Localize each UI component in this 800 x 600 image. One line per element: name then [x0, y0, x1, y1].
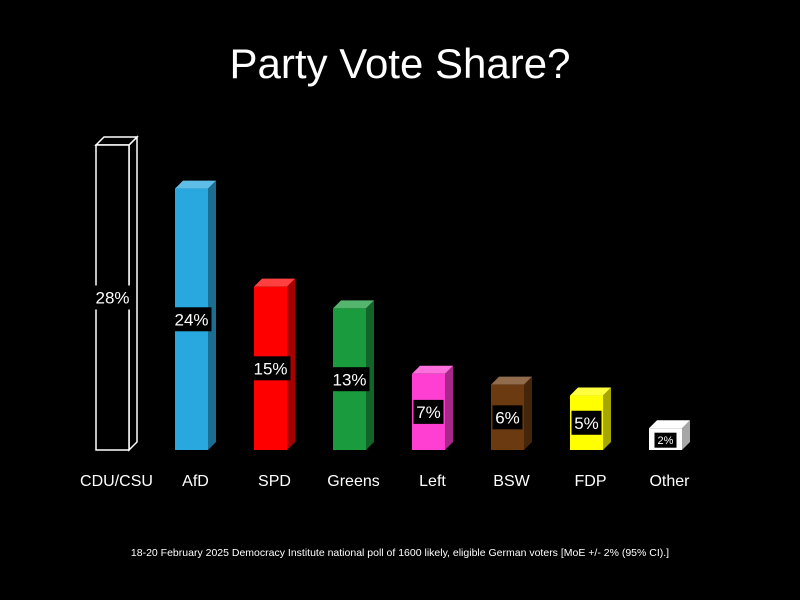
bar-side	[524, 376, 532, 450]
category-labels: CDU/CSU AfD SPD Greens Left BSW FDP Other	[80, 473, 690, 490]
value-label-bg	[250, 356, 291, 381]
category-label: CDU/CSU	[80, 473, 153, 490]
category-label: Other	[649, 473, 690, 490]
value-label: 2%	[658, 435, 674, 447]
bar-bsw: 6%	[491, 376, 532, 450]
bar-side	[366, 300, 374, 450]
bar-top	[333, 300, 374, 309]
bar-side	[208, 180, 216, 451]
bar-top	[491, 376, 532, 385]
bars-layer: 28% 24% 15% 13% 7% 6% 5% 2%	[92, 135, 690, 452]
category-label: AfD	[182, 473, 209, 490]
value-label: 7%	[416, 403, 441, 422]
bar-cdu-csu: 28%	[92, 135, 139, 452]
bar-afd: 24%	[171, 180, 216, 451]
bar-top	[175, 180, 216, 189]
bar-fdp: 5%	[570, 387, 611, 450]
value-label-bg	[329, 367, 370, 392]
value-label-bg	[413, 399, 444, 424]
value-label: 15%	[253, 359, 287, 378]
value-label: 6%	[495, 408, 520, 427]
category-label: BSW	[493, 473, 530, 490]
bar-other: 2%	[649, 420, 690, 450]
category-label: Greens	[327, 473, 379, 490]
value-label: 13%	[332, 370, 366, 389]
value-label-bg	[571, 410, 602, 435]
value-label-bg	[171, 307, 212, 332]
bar-spd: 15%	[250, 278, 295, 450]
footnote: 18-20 February 2025 Democracy Institute …	[130, 547, 670, 559]
category-label: Left	[419, 473, 446, 490]
chart-title: Party Vote Share?	[229, 40, 571, 87]
value-label: 28%	[95, 289, 129, 308]
bar-greens: 13%	[329, 300, 374, 450]
bar-top	[412, 365, 453, 374]
bar-side	[287, 278, 295, 450]
value-label-bg	[492, 405, 523, 430]
bar-side	[603, 387, 611, 450]
bar-left: 7%	[412, 365, 453, 450]
bar-top	[94, 136, 139, 146]
value-label-bg	[92, 285, 133, 310]
bar-top	[570, 387, 611, 396]
value-label: 5%	[574, 414, 599, 433]
category-label: SPD	[258, 473, 291, 490]
bar-side	[445, 365, 453, 450]
value-label: 24%	[174, 310, 208, 329]
bar-top	[649, 420, 690, 429]
value-label-bg	[654, 432, 677, 448]
category-label: FDP	[575, 473, 607, 490]
bar-side	[682, 420, 690, 450]
bar-top	[254, 278, 295, 287]
